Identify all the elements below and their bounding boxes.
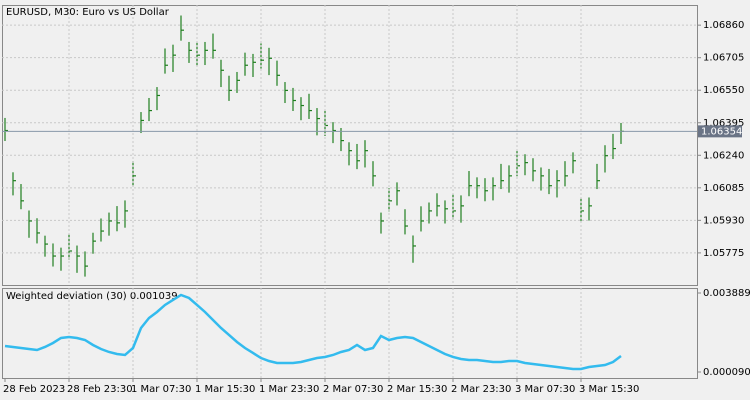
indicator-panel (2, 288, 698, 379)
x-tick-label: 3 Mar 15:30 (579, 384, 639, 395)
indicator-line (4, 293, 622, 371)
y-tick-label: 1.06395 (703, 118, 744, 129)
x-tick-label: 3 Mar 07:30 (515, 384, 575, 395)
y-tick-label: 1.06085 (703, 183, 744, 194)
indicator-title: Weighted deviation (30) 0.001039 (6, 291, 178, 302)
current-price-box (698, 125, 742, 138)
chart-title: EURUSD, M30: Euro vs US Dollar (6, 7, 170, 18)
x-tick-label: 2 Mar 23:30 (451, 384, 511, 395)
x-tick-label: 28 Feb 2023 (3, 384, 65, 395)
y-tick-label: 1.06240 (703, 150, 744, 161)
y-tick-label: 0.000090 (703, 367, 750, 378)
y-tick-label: 1.05930 (703, 215, 744, 226)
y-tick-label: 0.003889 (703, 288, 750, 299)
x-tick-label: 2 Mar 07:30 (323, 384, 383, 395)
x-tick-label: 1 Mar 23:30 (259, 384, 319, 395)
y-tick-label: 1.06705 (703, 53, 744, 64)
y-tick-label: 1.05775 (703, 248, 744, 259)
current-price-label: 1.06354 (701, 126, 742, 137)
x-tick-label: 28 Feb 23:30 (67, 384, 133, 395)
x-tick-label: 1 Mar 07:30 (131, 384, 191, 395)
x-tick-label: 2 Mar 15:30 (387, 384, 447, 395)
x-tick-label: 1 Mar 15:30 (195, 384, 255, 395)
y-tick-label: 1.06860 (703, 20, 744, 31)
main-panel (2, 5, 698, 286)
y-tick-label: 1.06550 (703, 85, 744, 96)
